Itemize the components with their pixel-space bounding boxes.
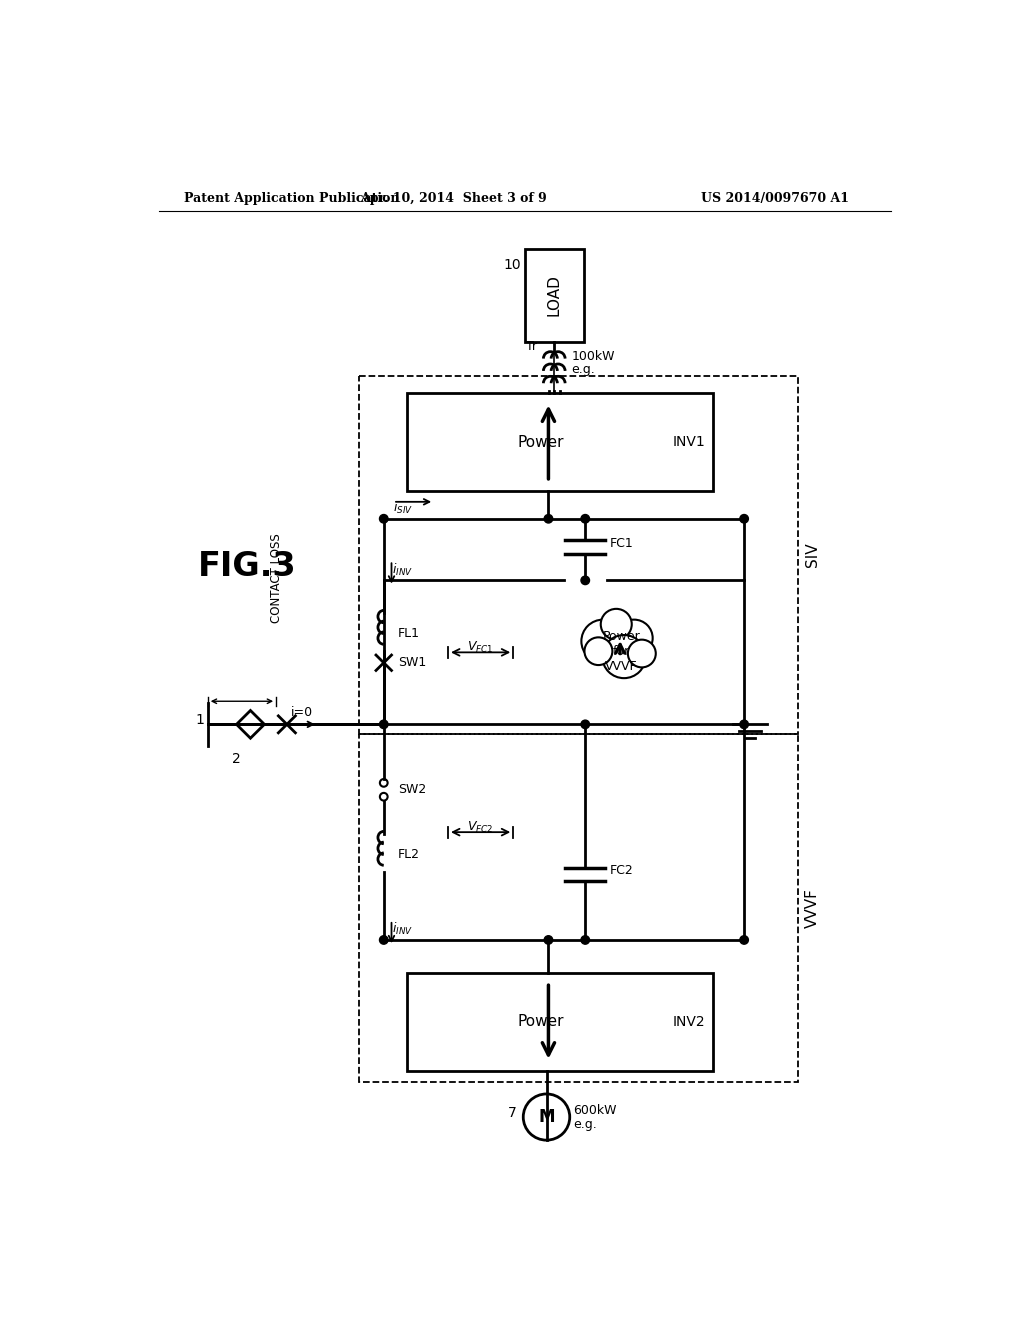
Text: SIV: SIV: [805, 543, 820, 568]
Text: i=0: i=0: [291, 705, 313, 718]
Text: Power: Power: [517, 1015, 564, 1030]
Text: e.g.: e.g.: [571, 363, 595, 376]
Text: US 2014/0097670 A1: US 2014/0097670 A1: [700, 191, 849, 205]
Text: Power
for
VVVF: Power for VVVF: [603, 630, 641, 673]
Text: Patent Application Publication: Patent Application Publication: [183, 191, 399, 205]
Text: $V_{FC1}$: $V_{FC1}$: [467, 640, 494, 655]
Text: M: M: [539, 1107, 555, 1126]
Text: 10: 10: [504, 257, 521, 272]
Circle shape: [544, 515, 553, 523]
Text: Tr: Tr: [526, 339, 538, 352]
Text: $i_{INV}$: $i_{INV}$: [391, 561, 413, 578]
Circle shape: [581, 515, 590, 523]
Circle shape: [740, 936, 749, 944]
Circle shape: [581, 721, 590, 729]
Text: 100kW: 100kW: [571, 350, 614, 363]
Circle shape: [615, 619, 652, 656]
Text: 2: 2: [231, 752, 241, 766]
Circle shape: [628, 640, 655, 668]
Circle shape: [380, 779, 388, 787]
Circle shape: [585, 638, 612, 665]
Text: 1: 1: [196, 714, 204, 727]
Circle shape: [602, 635, 646, 678]
Text: Apr. 10, 2014  Sheet 3 of 9: Apr. 10, 2014 Sheet 3 of 9: [360, 191, 547, 205]
Text: $V_{FC2}$: $V_{FC2}$: [468, 820, 494, 836]
Text: SW1: SW1: [397, 656, 426, 669]
Text: CONTACT LOSS: CONTACT LOSS: [270, 533, 284, 623]
Text: VVVF: VVVF: [805, 888, 820, 928]
Circle shape: [740, 721, 749, 729]
Text: e.g.: e.g.: [573, 1118, 597, 1131]
Circle shape: [380, 515, 388, 523]
Circle shape: [582, 619, 625, 663]
Text: $i_{INV}$: $i_{INV}$: [391, 921, 413, 937]
Circle shape: [380, 936, 388, 944]
Circle shape: [380, 793, 388, 800]
Circle shape: [380, 721, 388, 729]
Text: SW2: SW2: [397, 783, 426, 796]
Text: $i_{SIV}$: $i_{SIV}$: [393, 500, 413, 516]
Circle shape: [601, 609, 632, 640]
Text: FC1: FC1: [610, 537, 634, 550]
Text: FL2: FL2: [397, 847, 420, 861]
Circle shape: [581, 576, 590, 585]
Text: INV2: INV2: [673, 1015, 706, 1030]
Text: FL1: FL1: [397, 627, 420, 640]
Text: FC2: FC2: [610, 865, 634, 878]
Text: Power: Power: [517, 434, 564, 450]
Text: 7: 7: [508, 1106, 517, 1121]
Text: 600kW: 600kW: [573, 1105, 617, 1118]
Circle shape: [523, 1094, 569, 1140]
Text: LOAD: LOAD: [547, 275, 562, 317]
Circle shape: [544, 936, 553, 944]
Circle shape: [740, 515, 749, 523]
Circle shape: [581, 936, 590, 944]
Text: INV1: INV1: [673, 436, 706, 449]
Text: FIG.3: FIG.3: [198, 550, 296, 583]
